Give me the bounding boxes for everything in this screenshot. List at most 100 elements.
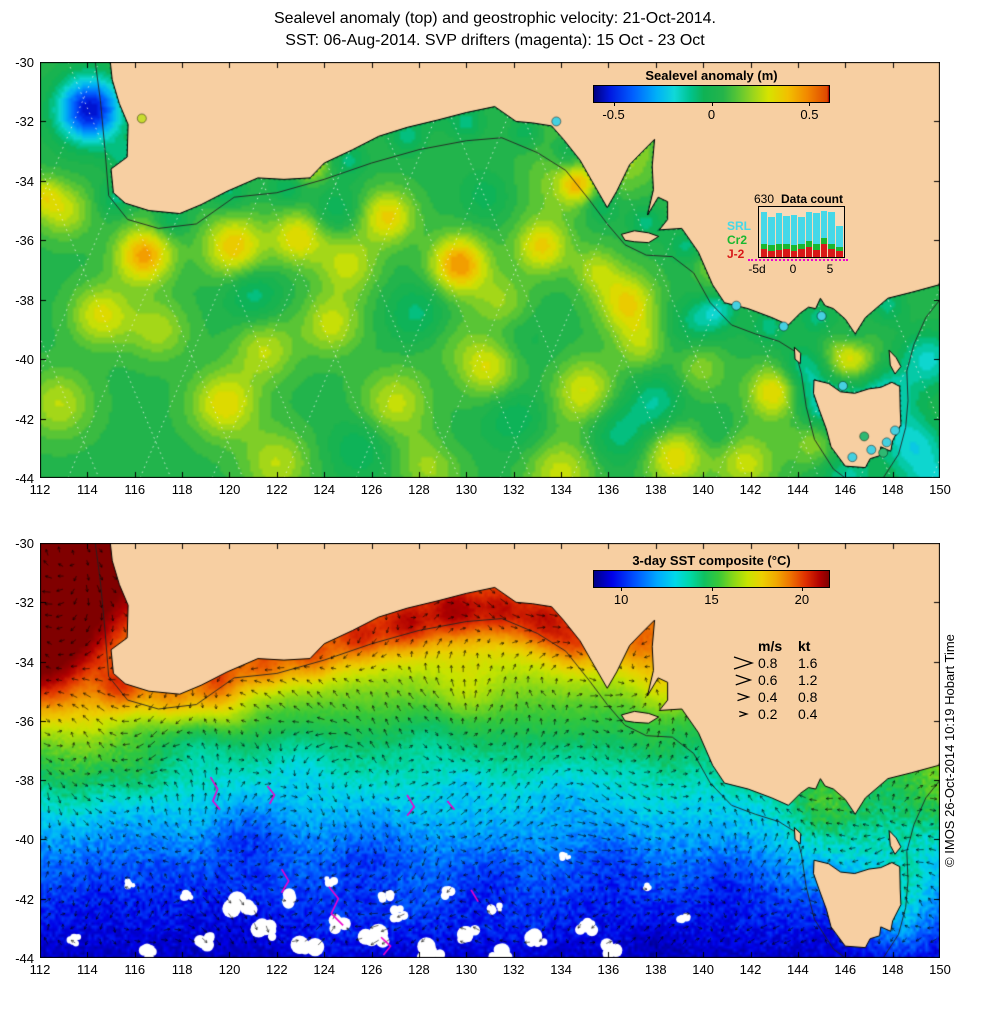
sealevel-colorbar-gradient xyxy=(593,85,830,103)
lat-tick-label: -40 xyxy=(15,352,34,368)
lon-tick-label: 138 xyxy=(644,482,667,497)
lon-tick-label: 124 xyxy=(313,962,336,977)
lat-tick-label: -38 xyxy=(15,773,34,789)
lat-tick-label: -44 xyxy=(15,471,34,486)
colorbar-tick-label: -0.5 xyxy=(602,107,625,122)
data-count-bar xyxy=(813,207,820,257)
lon-tick-label: 148 xyxy=(881,962,904,977)
sealevel-colorbar: Sealevel anomaly (m) -0.5 0 0.5 xyxy=(593,68,830,128)
colorbar-tick-label: 15 xyxy=(704,592,719,607)
data-count-title: Data count xyxy=(781,192,844,206)
sealevel-anomaly-panel: -30 -32 -34 -36 -38 -40 -42 -44 112 114 116 118 120… xyxy=(15,55,951,497)
lon-tick-label: 130 xyxy=(455,482,478,497)
data-count-bar xyxy=(783,207,790,257)
vector-legend-row: 0.4 0.8 xyxy=(730,688,838,705)
lon-tick-label: 128 xyxy=(408,962,430,977)
colorbar-tick-label: 0 xyxy=(707,107,716,122)
data-count-bar xyxy=(820,207,828,257)
data-count-bar xyxy=(798,207,805,257)
sealevel-anomaly-map-canvas xyxy=(40,62,940,478)
colorbar-tick xyxy=(621,587,623,591)
data-count-series-srl: SRL xyxy=(727,219,751,233)
lon-tick-label: 134 xyxy=(550,482,572,497)
data-count-max-value: 630 xyxy=(754,192,775,206)
colorbar-tick xyxy=(613,102,615,106)
sst-colorbar-title: 3-day SST composite (°C) xyxy=(632,553,791,568)
colorbar-tick-label: 20 xyxy=(794,592,810,607)
lon-tick-label: 136 xyxy=(597,482,620,497)
lon-tick-label: 116 xyxy=(124,482,146,497)
lon-tick-label: 114 xyxy=(76,962,98,977)
lon-tick-label: 148 xyxy=(881,482,904,497)
lon-tick-label: 118 xyxy=(171,482,193,497)
colorbar-tick xyxy=(809,102,811,106)
data-count-bar xyxy=(760,207,768,257)
vector-legend-ms: 0.4 xyxy=(758,688,778,705)
drifter-period-line xyxy=(748,259,848,261)
vector-legend-row: 0.6 1.2 xyxy=(730,671,838,688)
data-count-bar xyxy=(835,207,843,257)
lon-tick-label: 144 xyxy=(787,962,809,977)
data-count-bar xyxy=(828,207,835,257)
data-count-xtick: -5d xyxy=(748,262,766,276)
lon-tick-label: 126 xyxy=(360,962,383,977)
sst-colorbar: 3-day SST composite (°C) 10 15 20 xyxy=(593,553,830,613)
lat-tick-label: -38 xyxy=(15,292,34,308)
data-count-bar-chart xyxy=(758,206,845,258)
vector-legend-unit-ms: m/s xyxy=(758,637,783,654)
lon-tick-label: 142 xyxy=(739,962,762,977)
vector-legend-row: 0.8 1.6 xyxy=(730,654,838,671)
lat-tick-label: -42 xyxy=(15,891,34,907)
vector-legend-header: m/s kt xyxy=(730,637,838,654)
latitude-axis-bottom: -30 -32 -34 -36 -38 -40 -42 -44 xyxy=(2,536,36,966)
vector-legend-row: 0.2 0.4 xyxy=(730,705,838,722)
vector-arrow-icon xyxy=(730,655,756,671)
lat-tick-label: -32 xyxy=(15,595,34,611)
lon-tick-label: 140 xyxy=(692,962,715,977)
lat-tick-label: -32 xyxy=(15,114,34,130)
imos-watermark: © IMOS 26-Oct-2014 10:19 Hobart Time xyxy=(942,634,957,867)
data-count-bar xyxy=(775,207,783,257)
lon-tick-label: 146 xyxy=(834,962,857,977)
vector-legend-kt: 1.6 xyxy=(798,654,818,671)
lon-tick-label: 112 xyxy=(29,962,51,977)
lon-tick-label: 116 xyxy=(124,962,146,977)
lon-tick-label: 122 xyxy=(265,962,288,977)
lon-tick-label: 122 xyxy=(265,482,288,497)
lat-tick-label: -34 xyxy=(15,173,34,189)
lon-tick-label: 124 xyxy=(313,482,336,497)
colorbar-tick xyxy=(711,587,713,591)
vector-arrow-icon xyxy=(730,689,756,705)
lon-tick-label: 150 xyxy=(929,962,951,977)
colorbar-tick xyxy=(711,102,713,106)
vector-legend-kt: 0.8 xyxy=(798,688,818,705)
sst-colorbar-gradient xyxy=(593,570,830,588)
lat-tick-label: -36 xyxy=(15,713,34,729)
lon-tick-label: 136 xyxy=(597,962,620,977)
vector-legend-kt: 0.4 xyxy=(798,705,818,722)
vector-legend-ms: 0.2 xyxy=(758,705,778,722)
sst-map-canvas xyxy=(40,543,940,958)
vector-legend-ms: 0.6 xyxy=(758,671,778,688)
data-count-bar xyxy=(790,207,798,257)
lon-tick-label: 138 xyxy=(644,962,667,977)
colorbar-tick-label: 10 xyxy=(613,592,629,607)
lon-tick-label: 146 xyxy=(834,482,857,497)
vector-scale-legend: m/s kt 0.8 1.6 0.6 1.2 0.4 0.8 0.2 0 xyxy=(730,637,838,722)
lon-tick-label: 120 xyxy=(218,962,241,977)
lat-tick-label: -36 xyxy=(15,233,34,249)
colorbar-tick-label: 0.5 xyxy=(800,107,819,122)
data-count-series-cr2: Cr2 xyxy=(727,233,748,247)
vector-arrow-icon xyxy=(730,672,756,688)
lat-tick-label: -44 xyxy=(15,951,34,966)
lon-tick-label: 114 xyxy=(76,482,98,497)
lon-tick-label: 132 xyxy=(502,962,525,977)
sst-panel: -30 -32 -34 -36 -38 -40 -42 -44 112 114 116 118 120… xyxy=(15,536,951,977)
lat-tick-label: -30 xyxy=(15,55,34,70)
data-count-series-j2: J-2 xyxy=(727,247,745,261)
data-count-xtick: 0 xyxy=(789,262,797,276)
colorbar-tick xyxy=(801,587,803,591)
latitude-axis-top: -30 -32 -34 -36 -38 -40 -42 -44 xyxy=(2,55,36,486)
lat-tick-label: -40 xyxy=(15,832,34,848)
